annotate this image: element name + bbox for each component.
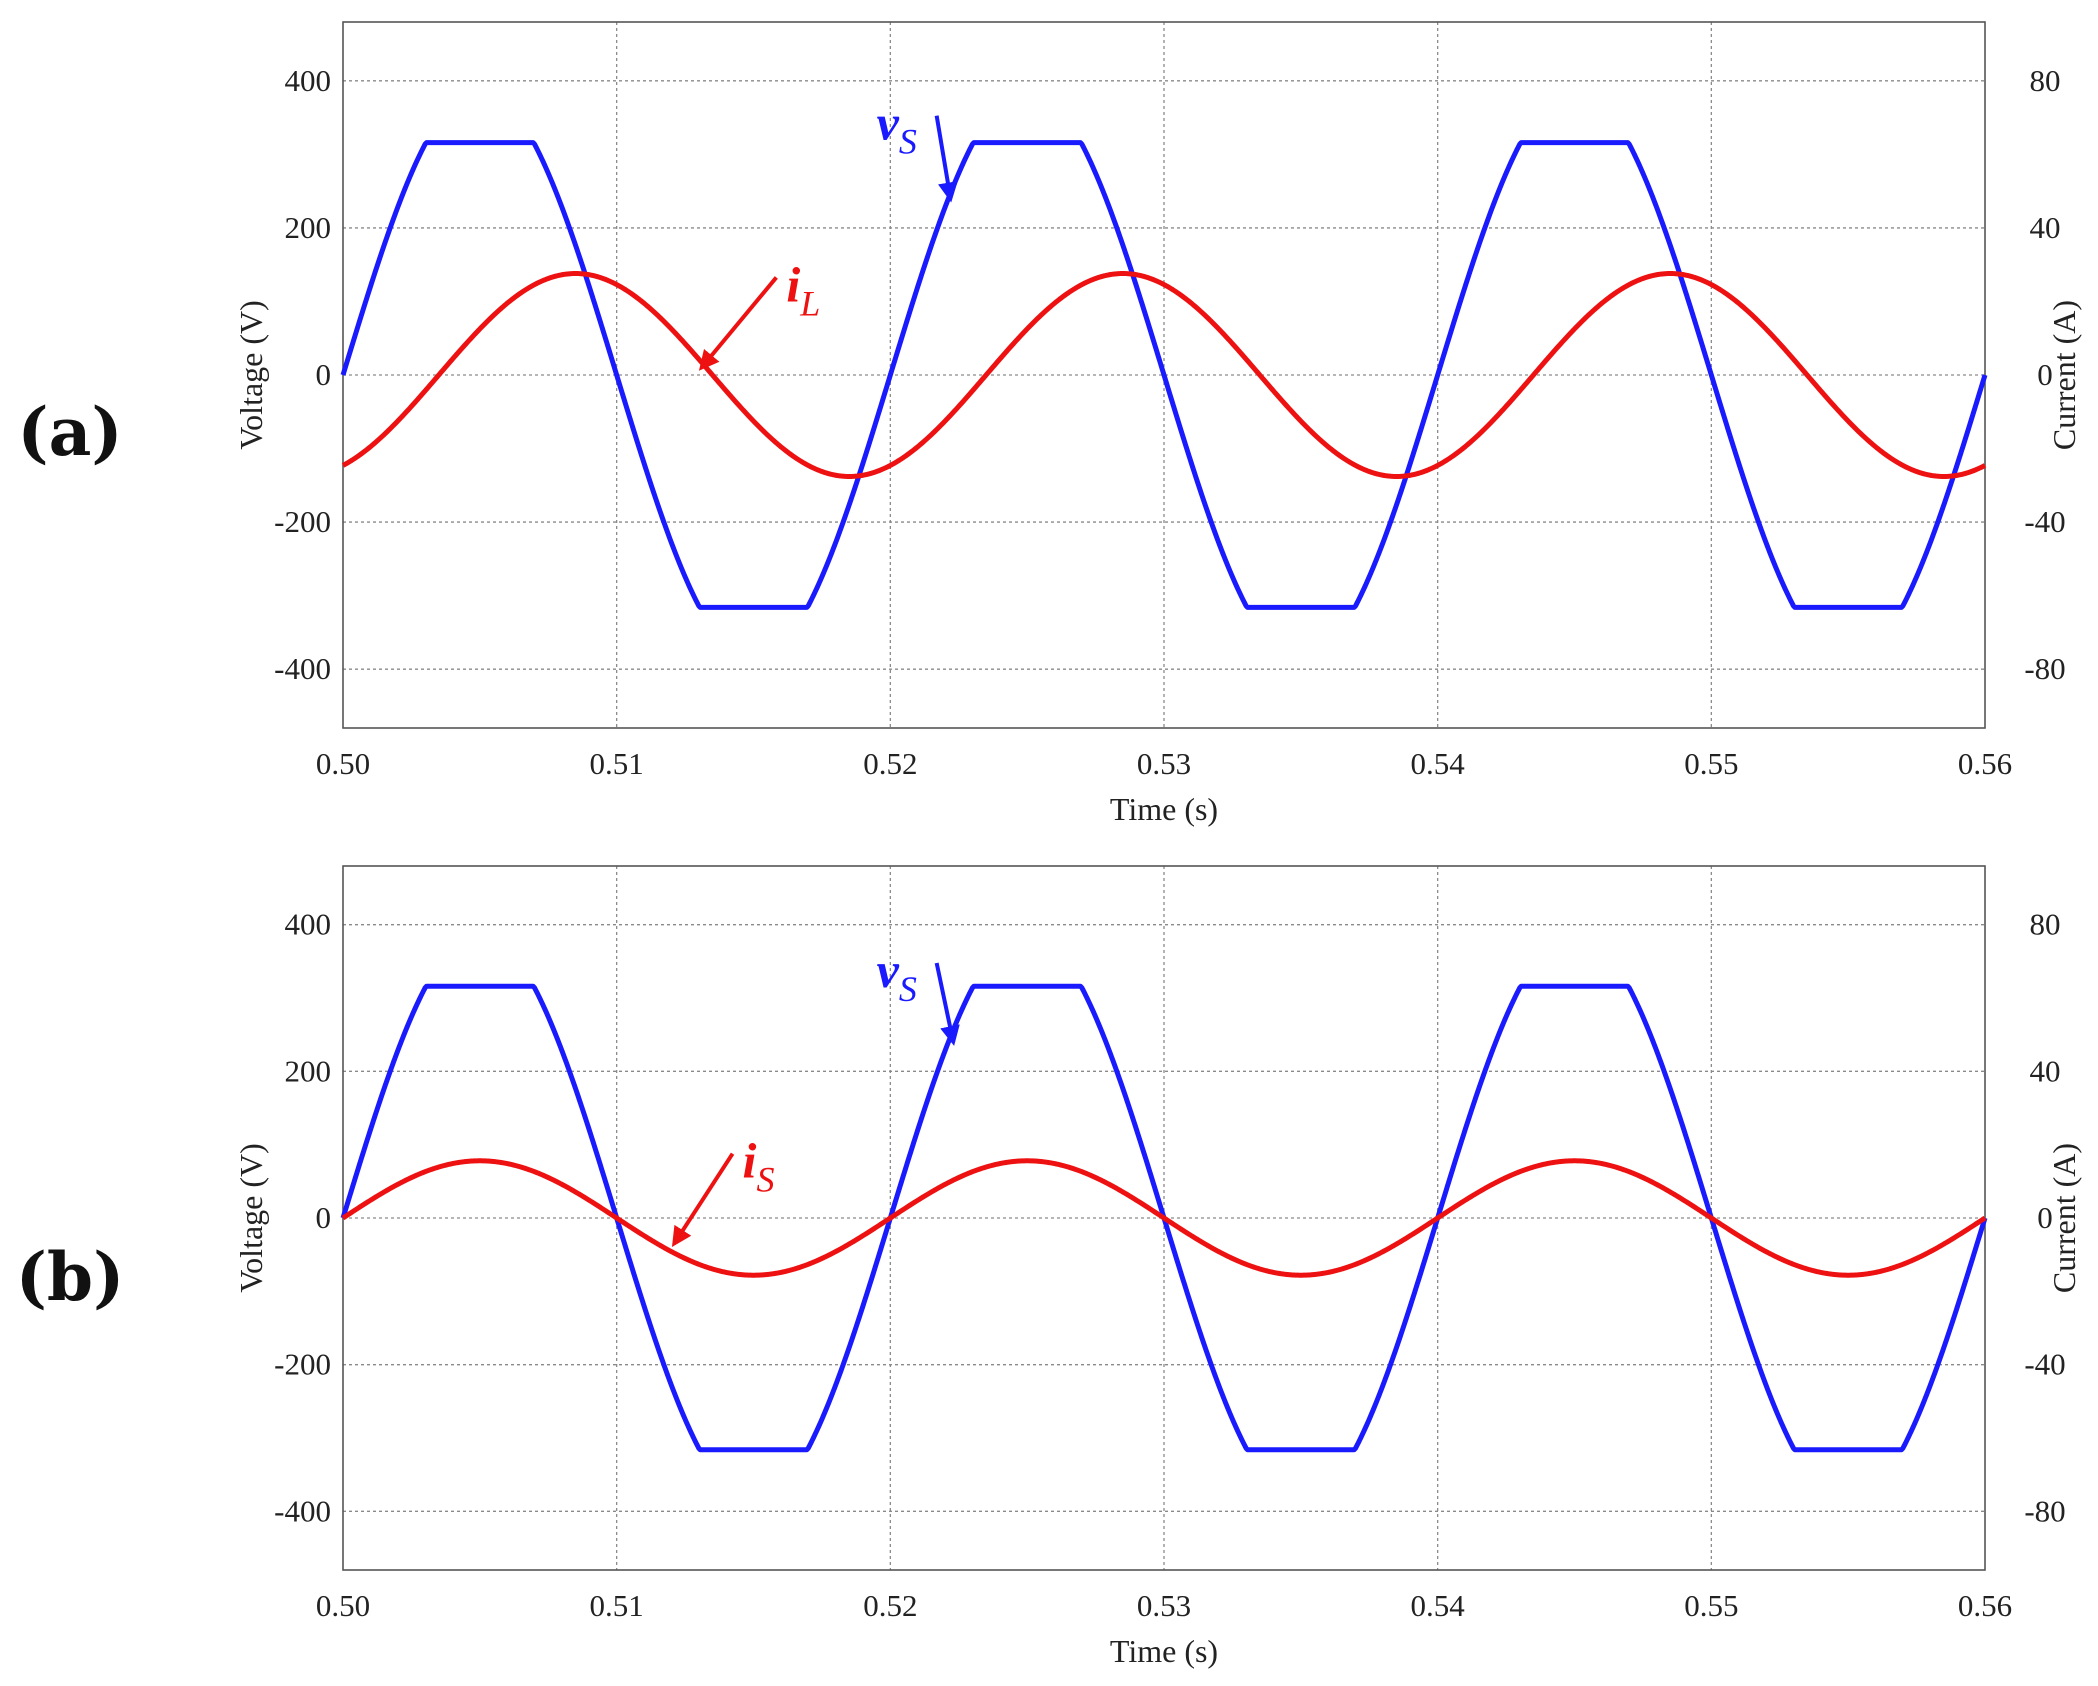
annotation-symbol: v (877, 95, 900, 151)
x-tick-label: 0.52 (863, 1588, 917, 1623)
panel-label: (a) (17, 393, 122, 471)
annotation-arrow (934, 962, 960, 1046)
x-tick-label: 0.50 (316, 746, 370, 781)
x-tick-label: 0.53 (1137, 746, 1191, 781)
annotation-label: vS (877, 95, 917, 162)
x-tick-label: 0.51 (590, 746, 644, 781)
y-right-tick-label: -80 (2024, 651, 2065, 686)
panel-b: (b)0.50 0.51 0.52 0.53 0.54 0.55 0.564002000-2… (16, 865, 2082, 1669)
y-left-tick-label: -200 (274, 1347, 331, 1382)
y-left-tick-label: 400 (285, 907, 332, 942)
x-tick-label: 0.56 (1958, 746, 2012, 781)
x-axis-title: Time (s) (1110, 791, 1218, 827)
x-tick-label: 0.56 (1958, 1588, 2012, 1623)
x-tick-label: 0.52 (863, 746, 917, 781)
y-right-tick-label: 40 (2030, 1053, 2061, 1088)
x-tick-label: 0.51 (590, 1588, 644, 1623)
annotation-symbol: i (743, 1133, 757, 1189)
y-left-tick-label: 400 (285, 63, 332, 98)
annotation-label: iS (743, 1133, 775, 1200)
x-axis-title: Time (s) (1110, 1633, 1218, 1669)
y-left-tick-label: 0 (316, 1200, 332, 1235)
y-right-tick-label: -40 (2024, 1347, 2065, 1382)
x-tick-label: 0.50 (316, 1588, 370, 1623)
y-left-axis-ticks: 400 200 0 -200 -400 (274, 907, 331, 1529)
series-line-vS (340, 140, 1988, 610)
series-line-iL (341, 271, 1987, 479)
annotation-subscript: S (899, 122, 917, 162)
annotation-subscript: L (799, 283, 820, 323)
panel-a: (a)0.50 0.51 0.52 0.53 0.54 0.55 0.564002000-2… (17, 21, 2082, 827)
x-tick-label: 0.54 (1411, 1588, 1466, 1623)
x-tick-label: 0.53 (1137, 1588, 1191, 1623)
annotation-iL: iL (698, 256, 820, 371)
y-right-axis-ticks: 80 40 0 -40 -80 (2024, 907, 2065, 1529)
y-right-tick-label: 80 (2030, 907, 2061, 942)
annotation-label: vS (877, 942, 917, 1009)
y-left-tick-label: 200 (285, 210, 332, 245)
panel-label: (b) (16, 1238, 125, 1316)
y-left-tick-label: -400 (274, 1493, 331, 1528)
y-right-tick-label: -80 (2024, 1493, 2065, 1528)
annotation-vS: vS (877, 942, 960, 1046)
x-axis-ticks: 0.50 0.51 0.52 0.53 0.54 0.55 0.56 (316, 1588, 2012, 1623)
y-left-tick-label: 200 (285, 1053, 332, 1088)
y-left-axis-title: Voltage (V) (233, 300, 269, 450)
annotation-subscript: S (756, 1160, 774, 1200)
annotation-arrow (698, 276, 778, 371)
x-tick-label: 0.54 (1411, 746, 1466, 781)
y-right-axis-title: Current (A) (2046, 300, 2082, 450)
x-tick-label: 0.55 (1684, 746, 1738, 781)
annotation-label: iL (786, 256, 820, 323)
y-left-tick-label: -200 (274, 504, 331, 539)
annotation-iS: iS (671, 1133, 775, 1248)
y-right-tick-label: 0 (2037, 357, 2053, 392)
y-right-axis-title: Current (A) (2046, 1143, 2082, 1293)
y-left-axis-title: Voltage (V) (233, 1143, 269, 1293)
y-left-tick-label: 0 (316, 357, 332, 392)
annotation-arrow (934, 115, 958, 203)
y-left-axis-ticks: 400 200 0 -200 -400 (274, 63, 331, 686)
series-line-iS (341, 1158, 1987, 1278)
y-right-tick-label: 0 (2037, 1200, 2053, 1235)
y-left-tick-label: -400 (274, 651, 331, 686)
x-axis-ticks: 0.50 0.51 0.52 0.53 0.54 0.55 0.56 (316, 746, 2012, 781)
y-right-tick-label: 40 (2030, 210, 2061, 245)
annotation-subscript: S (899, 969, 917, 1009)
annotation-vS: vS (877, 95, 958, 203)
annotation-symbol: v (877, 942, 900, 998)
y-right-tick-label: 80 (2030, 63, 2061, 98)
y-right-axis-ticks: 80 40 0 -40 -80 (2024, 63, 2065, 686)
annotation-arrow (671, 1152, 735, 1248)
y-right-tick-label: -40 (2024, 504, 2065, 539)
annotation-symbol: i (786, 256, 800, 312)
x-tick-label: 0.55 (1684, 1588, 1738, 1623)
